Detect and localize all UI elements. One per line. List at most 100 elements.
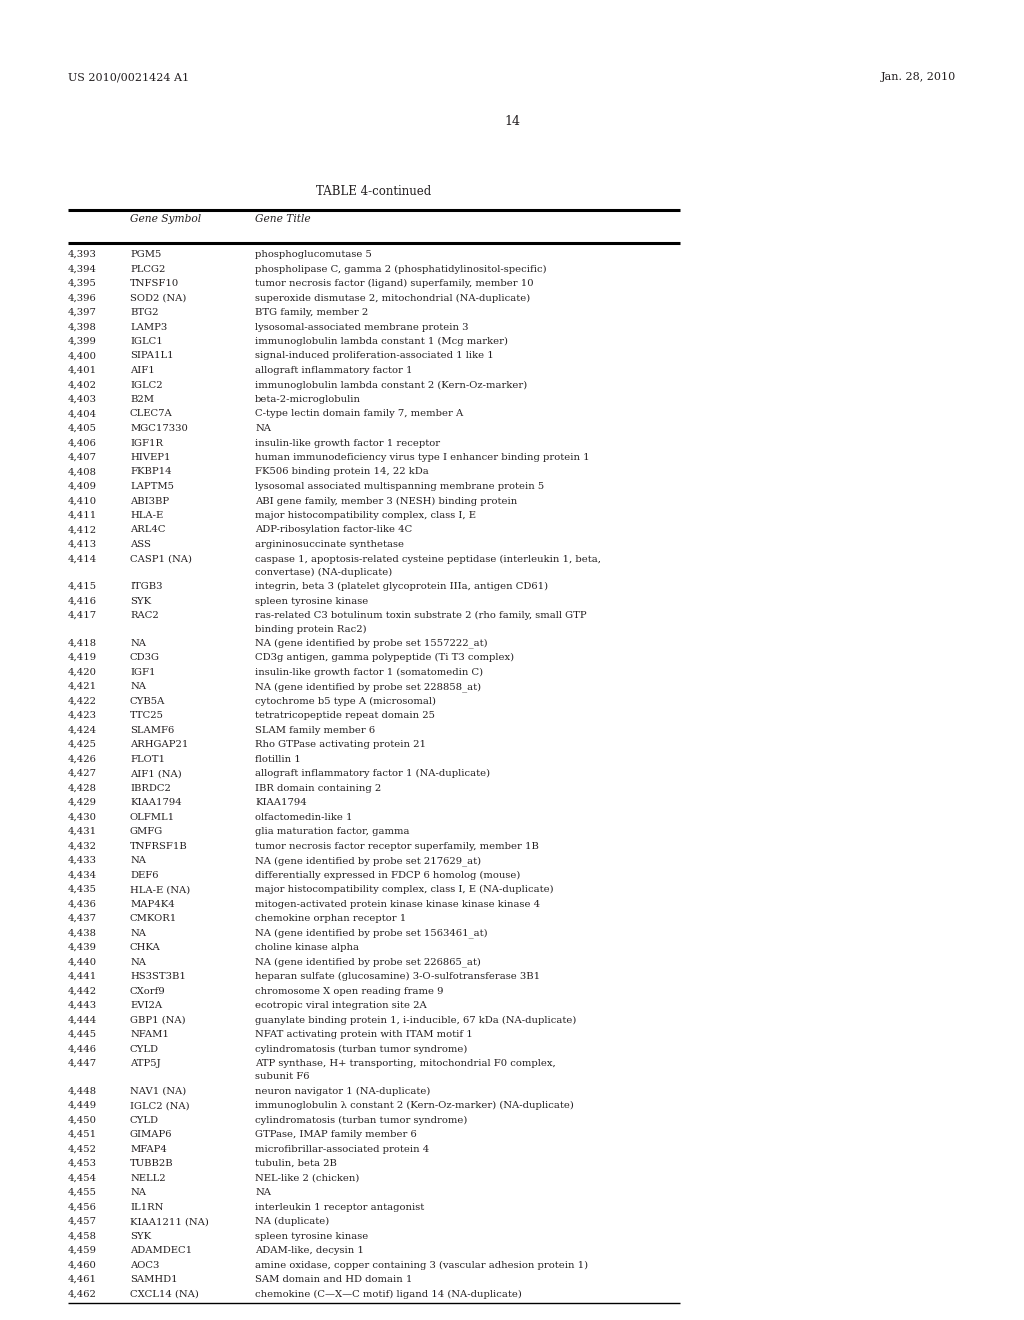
Text: 4,413: 4,413 [68,540,97,549]
Text: CYLD: CYLD [130,1044,159,1053]
Text: 4,438: 4,438 [68,928,97,937]
Text: tumor necrosis factor (ligand) superfamily, member 10: tumor necrosis factor (ligand) superfami… [255,279,534,288]
Text: 4,430: 4,430 [68,813,97,821]
Text: PGM5: PGM5 [130,249,162,259]
Text: Jan. 28, 2010: Jan. 28, 2010 [881,73,956,82]
Text: insulin-like growth factor 1 receptor: insulin-like growth factor 1 receptor [255,438,440,447]
Text: NA: NA [130,957,146,966]
Text: 4,397: 4,397 [68,308,97,317]
Text: RAC2: RAC2 [130,611,159,620]
Text: CASP1 (NA): CASP1 (NA) [130,554,193,564]
Text: ITGB3: ITGB3 [130,582,163,591]
Text: subunit F6: subunit F6 [255,1072,309,1081]
Text: CHKA: CHKA [130,942,161,952]
Text: SIPA1L1: SIPA1L1 [130,351,174,360]
Text: 4,451: 4,451 [68,1130,97,1139]
Text: glia maturation factor, gamma: glia maturation factor, gamma [255,828,410,836]
Text: NELL2: NELL2 [130,1173,166,1183]
Text: US 2010/0021424 A1: US 2010/0021424 A1 [68,73,189,82]
Text: NA: NA [255,1188,271,1197]
Text: 4,425: 4,425 [68,741,97,748]
Text: immunoglobulin lambda constant 2 (Kern-Oz-marker): immunoglobulin lambda constant 2 (Kern-O… [255,380,527,389]
Text: 4,460: 4,460 [68,1261,97,1270]
Text: spleen tyrosine kinase: spleen tyrosine kinase [255,1232,369,1241]
Text: IL1RN: IL1RN [130,1203,164,1212]
Text: tubulin, beta 2B: tubulin, beta 2B [255,1159,337,1168]
Text: 4,411: 4,411 [68,511,97,520]
Text: 4,458: 4,458 [68,1232,97,1241]
Text: 4,403: 4,403 [68,395,97,404]
Text: SLAMF6: SLAMF6 [130,726,174,735]
Text: 4,399: 4,399 [68,337,97,346]
Text: beta-2-microglobulin: beta-2-microglobulin [255,395,361,404]
Text: C-type lectin domain family 7, member A: C-type lectin domain family 7, member A [255,409,463,418]
Text: MAP4K4: MAP4K4 [130,900,175,908]
Text: 4,435: 4,435 [68,886,97,894]
Text: 4,447: 4,447 [68,1059,97,1068]
Text: 4,449: 4,449 [68,1101,97,1110]
Text: MGC17330: MGC17330 [130,424,187,433]
Text: 4,454: 4,454 [68,1173,97,1183]
Text: NA: NA [130,639,146,648]
Text: cylindromatosis (turban tumor syndrome): cylindromatosis (turban tumor syndrome) [255,1044,467,1053]
Text: NA: NA [130,1188,146,1197]
Text: SAM domain and HD domain 1: SAM domain and HD domain 1 [255,1275,413,1284]
Text: MFAP4: MFAP4 [130,1144,167,1154]
Text: 4,396: 4,396 [68,293,96,302]
Text: cytochrome b5 type A (microsomal): cytochrome b5 type A (microsomal) [255,697,436,706]
Text: IBRDC2: IBRDC2 [130,784,171,792]
Text: LAMP3: LAMP3 [130,322,167,331]
Text: TNFRSF1B: TNFRSF1B [130,842,187,850]
Text: OLFML1: OLFML1 [130,813,175,821]
Text: 4,422: 4,422 [68,697,97,706]
Text: 4,420: 4,420 [68,668,97,677]
Text: insulin-like growth factor 1 (somatomedin C): insulin-like growth factor 1 (somatomedi… [255,668,483,677]
Text: 4,442: 4,442 [68,986,97,995]
Text: IGF1: IGF1 [130,668,156,677]
Text: 14: 14 [504,115,520,128]
Text: ADP-ribosylation factor-like 4C: ADP-ribosylation factor-like 4C [255,525,413,535]
Text: NA: NA [255,424,271,433]
Text: IGF1R: IGF1R [130,438,163,447]
Text: ABI3BP: ABI3BP [130,496,169,506]
Text: 4,434: 4,434 [68,871,97,879]
Text: chromosome X open reading frame 9: chromosome X open reading frame 9 [255,986,443,995]
Text: 4,462: 4,462 [68,1290,97,1299]
Text: 4,446: 4,446 [68,1044,97,1053]
Text: 4,406: 4,406 [68,438,97,447]
Text: ARL4C: ARL4C [130,525,166,535]
Text: ASS: ASS [130,540,151,549]
Text: heparan sulfate (glucosamine) 3-O-sulfotransferase 3B1: heparan sulfate (glucosamine) 3-O-sulfot… [255,972,540,981]
Text: IGLC2: IGLC2 [130,380,163,389]
Text: NAV1 (NA): NAV1 (NA) [130,1086,186,1096]
Text: olfactomedin-like 1: olfactomedin-like 1 [255,813,352,821]
Text: allograft inflammatory factor 1 (NA-duplicate): allograft inflammatory factor 1 (NA-dupl… [255,770,490,779]
Text: 4,424: 4,424 [68,726,97,735]
Text: ABI gene family, member 3 (NESH) binding protein: ABI gene family, member 3 (NESH) binding… [255,496,517,506]
Text: chemokine orphan receptor 1: chemokine orphan receptor 1 [255,913,407,923]
Text: 4,416: 4,416 [68,597,97,606]
Text: allograft inflammatory factor 1: allograft inflammatory factor 1 [255,366,413,375]
Text: 4,409: 4,409 [68,482,97,491]
Text: SYK: SYK [130,597,152,606]
Text: amine oxidase, copper containing 3 (vascular adhesion protein 1): amine oxidase, copper containing 3 (vasc… [255,1261,588,1270]
Text: choline kinase alpha: choline kinase alpha [255,942,359,952]
Text: FK506 binding protein 14, 22 kDa: FK506 binding protein 14, 22 kDa [255,467,429,477]
Text: tumor necrosis factor receptor superfamily, member 1B: tumor necrosis factor receptor superfami… [255,842,539,850]
Text: differentially expressed in FDCP 6 homolog (mouse): differentially expressed in FDCP 6 homol… [255,871,520,879]
Text: NA (gene identified by probe set 217629_at): NA (gene identified by probe set 217629_… [255,857,481,866]
Text: ADAMDEC1: ADAMDEC1 [130,1246,193,1255]
Text: NFAM1: NFAM1 [130,1030,169,1039]
Text: NA (gene identified by probe set 226865_at): NA (gene identified by probe set 226865_… [255,957,481,968]
Text: 4,415: 4,415 [68,582,97,591]
Text: ATP synthase, H+ transporting, mitochondrial F0 complex,: ATP synthase, H+ transporting, mitochond… [255,1059,556,1068]
Text: 4,444: 4,444 [68,1015,97,1024]
Text: immunoglobulin λ constant 2 (Kern-Oz-marker) (NA-duplicate): immunoglobulin λ constant 2 (Kern-Oz-mar… [255,1101,573,1110]
Text: NFAT activating protein with ITAM motif 1: NFAT activating protein with ITAM motif … [255,1030,473,1039]
Text: 4,395: 4,395 [68,279,97,288]
Text: CYB5A: CYB5A [130,697,165,706]
Text: CYLD: CYLD [130,1115,159,1125]
Text: IGLC2 (NA): IGLC2 (NA) [130,1101,189,1110]
Text: HS3ST3B1: HS3ST3B1 [130,972,186,981]
Text: SAMHD1: SAMHD1 [130,1275,177,1284]
